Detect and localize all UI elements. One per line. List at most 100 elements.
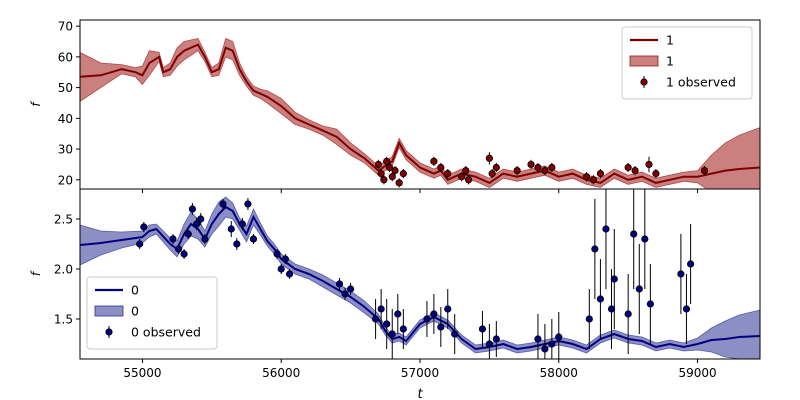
top-observation-point <box>527 160 535 169</box>
top-legend-label: 1 observed <box>666 75 736 90</box>
bottom-observation-point <box>140 223 148 231</box>
bottom-observation-point <box>423 315 431 323</box>
top-observation-point <box>437 163 445 172</box>
top-observation-point <box>513 166 521 175</box>
bottom-observation-point <box>227 225 235 233</box>
bottom-legend-band-swatch <box>94 305 124 317</box>
bottom-observation-point <box>347 285 355 293</box>
top-observation-point <box>458 173 466 181</box>
bottom-observation-point <box>534 335 542 343</box>
bottom-observation-point <box>596 295 605 303</box>
top-uncertainty-band <box>80 37 760 189</box>
top-model-line <box>80 43 760 185</box>
bottom-observation-point <box>541 345 549 353</box>
bottom-observation-point <box>687 260 695 268</box>
bottom-observation-point <box>341 290 349 298</box>
top-legend-point-swatch <box>640 78 648 86</box>
bottom-observation-point <box>635 285 643 293</box>
bottom-legend-label: 0 <box>131 283 139 298</box>
top-observation-point <box>391 166 399 175</box>
bottom-observation-point <box>238 220 246 228</box>
top-observation-point <box>380 176 388 184</box>
top-y-tick-label: 20 <box>58 173 73 187</box>
bottom-observation-point <box>478 325 487 333</box>
bottom-observation-point <box>451 330 459 338</box>
bottom-observation-point <box>169 235 177 243</box>
bottom-legend: 0 0 0 observed <box>86 276 218 350</box>
top-legend-label: 1 <box>666 33 674 48</box>
top-observation-point <box>395 179 403 187</box>
bottom-observation-point <box>388 330 396 338</box>
top-observation-point <box>596 170 605 178</box>
bottom-plot-area <box>80 189 760 359</box>
bottom-observation-point <box>430 310 438 318</box>
bottom-x-tick-label: 56000 <box>262 366 300 380</box>
top-y-axis-label: f <box>29 101 43 107</box>
bottom-observation-point <box>184 230 192 238</box>
bottom-observation-point <box>201 235 209 243</box>
top-observation-point <box>534 163 542 172</box>
top-observation-point <box>383 157 391 165</box>
bottom-x-tick-label: 59000 <box>678 366 716 380</box>
top-y-tick-label: 30 <box>58 143 73 157</box>
top-observation-point <box>399 170 407 178</box>
top-observation-point <box>624 163 632 172</box>
top-y-tick-label: 40 <box>58 112 73 126</box>
bottom-y-tick-label: 2.5 <box>54 213 73 227</box>
bottom-legend-label: 0 observed <box>131 325 201 340</box>
bottom-observation-point <box>233 240 241 248</box>
top-observation-point <box>582 173 591 181</box>
bottom-observation-point <box>281 255 289 263</box>
bottom-observation-point <box>219 200 227 208</box>
top-legend-band-swatch <box>629 55 659 67</box>
bottom-legend-point-swatch <box>105 328 113 336</box>
bottom-observation-point <box>335 280 344 288</box>
bottom-observation-point <box>383 320 391 328</box>
top-observation-point <box>485 154 493 162</box>
bottom-observation-point <box>285 270 294 278</box>
top-observation-point <box>589 176 598 184</box>
top-observation-point <box>462 166 470 175</box>
bottom-observation-point <box>646 300 654 308</box>
bottom-legend-label: 0 <box>131 304 139 319</box>
bottom-observation-point <box>180 250 188 258</box>
bottom-legend-box <box>86 276 218 350</box>
bottom-observation-point <box>630 230 638 238</box>
bottom-observation-point <box>555 333 563 341</box>
bottom-observation-point <box>192 220 201 228</box>
top-panel: 20 30 40 50 60 70 f 1 1 1 observed <box>29 19 761 193</box>
bottom-observation-point <box>371 315 380 323</box>
bottom-observation-point <box>492 335 500 343</box>
bottom-observation-point <box>244 200 252 208</box>
bottom-observation-point <box>485 340 493 348</box>
bottom-x-tick-label: 55000 <box>123 366 161 380</box>
bottom-observation-point <box>607 305 616 313</box>
bottom-observation-point <box>444 305 452 313</box>
bottom-observation-point <box>437 323 445 331</box>
bottom-y-tick-label: 2.0 <box>54 263 73 277</box>
top-observation-point <box>385 163 394 172</box>
bottom-observation-point <box>682 305 691 313</box>
bottom-observation-point <box>602 225 610 233</box>
top-plot-area <box>80 37 760 189</box>
top-legend: 1 1 1 observed <box>621 26 753 100</box>
top-observation-point <box>388 173 396 181</box>
top-observation-point <box>374 160 382 169</box>
bottom-observation-point <box>399 325 407 333</box>
top-observation-point <box>430 157 438 165</box>
bottom-observation-point <box>641 235 649 243</box>
top-observations <box>374 152 709 188</box>
bottom-observation-point <box>174 245 183 253</box>
bottom-observation-point <box>197 215 205 223</box>
top-observation-point <box>631 166 639 175</box>
top-observation-point <box>488 170 496 178</box>
bottom-x-tick-label: 58000 <box>540 366 578 380</box>
bottom-observation-point <box>585 315 593 323</box>
bottom-observation-point <box>188 205 197 213</box>
top-y-tick-label: 50 <box>58 81 73 95</box>
top-observation-point <box>444 170 452 178</box>
top-observation-point <box>464 176 473 184</box>
bottom-observation-point <box>249 235 258 243</box>
top-observation-point <box>492 163 500 172</box>
